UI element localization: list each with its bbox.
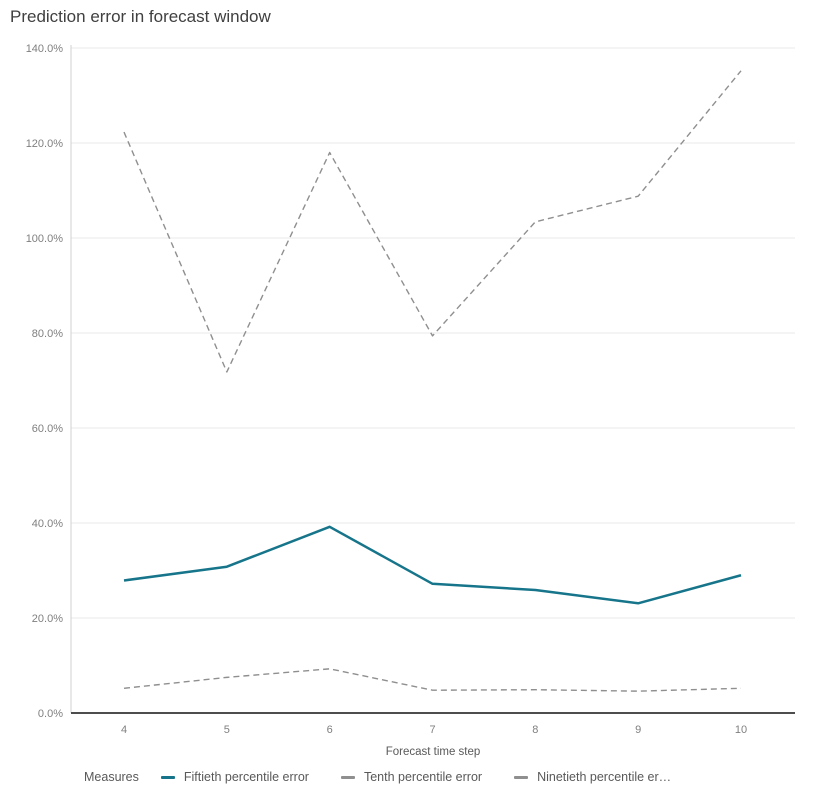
legend: Measures Fiftieth percentile error Tenth … — [84, 770, 671, 784]
svg-text:60.0%: 60.0% — [32, 423, 63, 435]
legend-item-0[interactable]: Fiftieth percentile error — [160, 770, 309, 784]
svg-text:4: 4 — [121, 724, 127, 736]
legend-item-1[interactable]: Tenth percentile error — [340, 770, 483, 784]
legend-swatch-2 — [514, 775, 529, 779]
series-line-0[interactable] — [123, 525, 742, 605]
legend-label-2: Ninetieth percentile er… — [537, 770, 672, 784]
svg-text:80.0%: 80.0% — [32, 328, 63, 340]
x-axis-ticks: 4 5 6 7 8 9 10 — [121, 724, 747, 736]
svg-text:10: 10 — [735, 724, 747, 736]
svg-text:8: 8 — [532, 724, 538, 736]
svg-text:120.0%: 120.0% — [26, 138, 64, 150]
y-axis-ticks: 0.0% 20.0% 40.0% 60.0% 80.0% 100.0% 120.0% 140.… — [26, 43, 64, 720]
svg-text:40.0%: 40.0% — [32, 518, 63, 530]
svg-text:20.0%: 20.0% — [32, 613, 63, 625]
legend-label-0: Fiftieth percentile error — [183, 770, 309, 784]
svg-text:7: 7 — [429, 724, 435, 736]
svg-text:5: 5 — [224, 724, 230, 736]
series-line-1[interactable] — [123, 668, 742, 692]
legend-swatch-1 — [340, 775, 355, 779]
y-gridlines — [71, 47, 795, 714]
legend-items: Fiftieth percentile error Tenth percentil… — [160, 770, 671, 784]
legend-label-1: Tenth percentile error — [363, 770, 483, 784]
svg-text:0.0%: 0.0% — [38, 708, 63, 720]
svg-text:100.0%: 100.0% — [26, 233, 64, 245]
svg-text:9: 9 — [635, 724, 641, 736]
legend-item-2[interactable]: Ninetieth percentile er… — [514, 770, 671, 784]
chart-title: Prediction error in forecast window — [10, 7, 271, 26]
svg-text:6: 6 — [327, 724, 333, 736]
legend-title: Measures — [84, 770, 139, 784]
series-line-2[interactable] — [123, 70, 742, 373]
svg-text:140.0%: 140.0% — [26, 43, 64, 55]
x-axis-title: Forecast time step — [385, 746, 481, 758]
legend-swatch-0 — [160, 775, 175, 779]
